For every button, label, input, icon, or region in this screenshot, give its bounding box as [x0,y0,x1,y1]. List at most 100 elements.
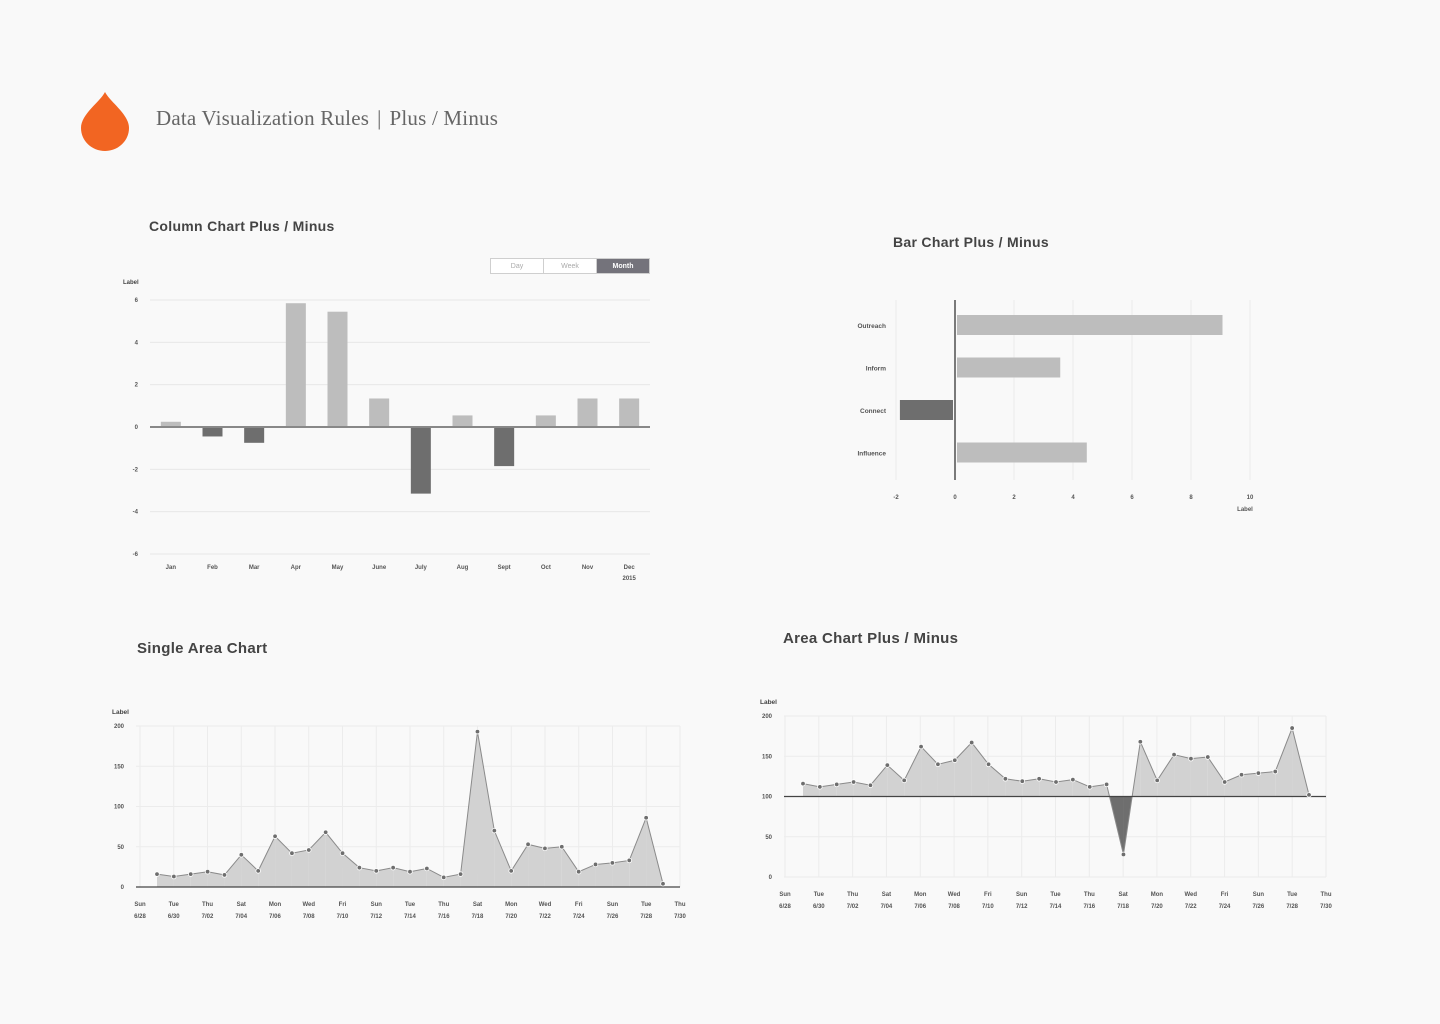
column-xtick-label: July [415,565,428,571]
area-fill-segment [904,746,922,797]
area-xtick-day: Sat [473,902,482,908]
area-xtick-date: 7/08 [948,904,960,910]
area-data-point [884,762,891,768]
area-fill-segment [528,844,545,887]
area-xtick-day: Tue [169,902,180,908]
bar-xtick-label: 10 [1247,495,1254,501]
area-xtick-date: 6/30 [168,914,180,920]
area-xtick-day: Mon [914,892,927,898]
area-xtick-day: Sun [371,902,383,908]
column-xtick-label: Apr [291,565,302,571]
column-year-label: 2015 [622,576,636,582]
area-fill-segment [1022,778,1040,797]
area-fill-segment [1174,754,1191,797]
area-fill-segment [342,853,360,887]
area-plus-minus-chart: Label 200 150 100 50 0 Sun 6/28 Tue 6/30 Thu 7/02 Sa… [760,699,1332,910]
area-xtick-day: Sun [607,902,619,908]
area-data-point [1087,784,1093,790]
area-xtick-day: Sat [1118,892,1127,898]
toggle-day[interactable]: Day [491,259,544,273]
area-fill-segment [325,832,343,887]
area-xtick-day: Thu [438,902,449,908]
area-data-point [356,864,363,871]
column-xtick-label: Mar [249,565,260,571]
column-bar [285,303,306,426]
area-xtick-date: 7/06 [914,904,926,910]
area-data-point [1221,779,1228,785]
area-ytick-label: 150 [762,754,773,760]
column-ytick-label: -4 [133,510,139,516]
area-fill-segment [887,765,905,797]
area-data-point [204,869,211,875]
bar-xtick-label: 0 [953,495,957,501]
page-subtitle: Plus / Minus [389,106,499,130]
area-fill-segment [207,871,225,887]
area-data-point [474,728,481,735]
column-ytick-label: -2 [133,467,139,473]
area-xtick-date: 6/30 [813,904,825,910]
area-ytick-label: 200 [762,714,773,720]
time-range-toggle[interactable]: Day Week Month [490,258,650,274]
area-data-point [1306,792,1312,798]
column-bar [244,428,265,443]
area-xtick-day: Thu [675,902,686,908]
bar-xlabel: Label [1237,507,1253,513]
area-data-point [575,869,582,875]
area-data-point [968,739,975,746]
area-xtick-day: Wed [948,892,961,898]
area-data-point [508,868,514,874]
area-fill-segment [819,784,837,797]
area-xtick-day: Fri [339,902,347,908]
area-data-point [867,782,874,788]
area-fill-segment [853,782,871,797]
bar-rect [957,442,1087,463]
brand-drop-logo [81,92,129,151]
column-xtick-label: Aug [457,565,469,571]
toggle-week[interactable]: Week [544,259,597,273]
area-xtick-date: 7/06 [269,914,281,920]
area-xtick-date: 7/22 [1185,904,1197,910]
area-data-point [441,874,447,881]
area-data-point [834,781,840,788]
bar-category-label: Outreach [857,323,886,330]
title-separator: | [377,106,382,130]
bar-xtick-label: 8 [1189,495,1193,501]
area-data-point [952,757,958,763]
area-data-point [609,860,616,866]
area-xtick-date: 7/14 [404,914,416,920]
bar-category-label: Inform [866,366,886,373]
area-data-point [154,871,160,877]
area-fill-segment [494,830,512,887]
area-xtick-day: Wed [539,902,552,908]
area-fill-segment [224,854,242,887]
column-xtick-label: June [372,565,387,571]
area-fill-segment [1140,741,1158,797]
bar-rect [957,315,1223,335]
toggle-month[interactable]: Month [597,259,649,273]
column-bar [494,428,515,467]
area-fill-segment [443,874,461,887]
area-xtick-day: Thu [847,892,858,898]
area-fill-segment [1241,773,1259,797]
area-data-point [188,871,194,877]
area-xtick-date: 7/02 [847,904,859,910]
area-fill-segment [190,871,208,887]
area-data-point [1205,754,1211,760]
area-xtick-day: Tue [1287,892,1298,898]
bar-category-label: Connect [860,408,887,415]
area-data-point [1120,851,1127,858]
area-ytick-label: 150 [114,764,125,770]
area-xtick-date: 7/24 [1219,904,1231,910]
area-fill-segment [173,874,191,887]
area-xtick-day: Tue [641,902,652,908]
area-data-point [1238,772,1245,778]
area-xtick-date: 6/28 [134,914,146,920]
area-xtick-date: 7/10 [982,904,994,910]
area-ytick-label: 0 [121,885,125,891]
bar-xtick-label: 4 [1071,495,1075,501]
column-ytick-label: 2 [135,383,139,389]
area-fill-segment [1258,771,1276,797]
area-data-point [643,815,649,821]
area-xtick-date: 7/22 [539,914,551,920]
area-xtick-day: Fri [1221,892,1229,898]
